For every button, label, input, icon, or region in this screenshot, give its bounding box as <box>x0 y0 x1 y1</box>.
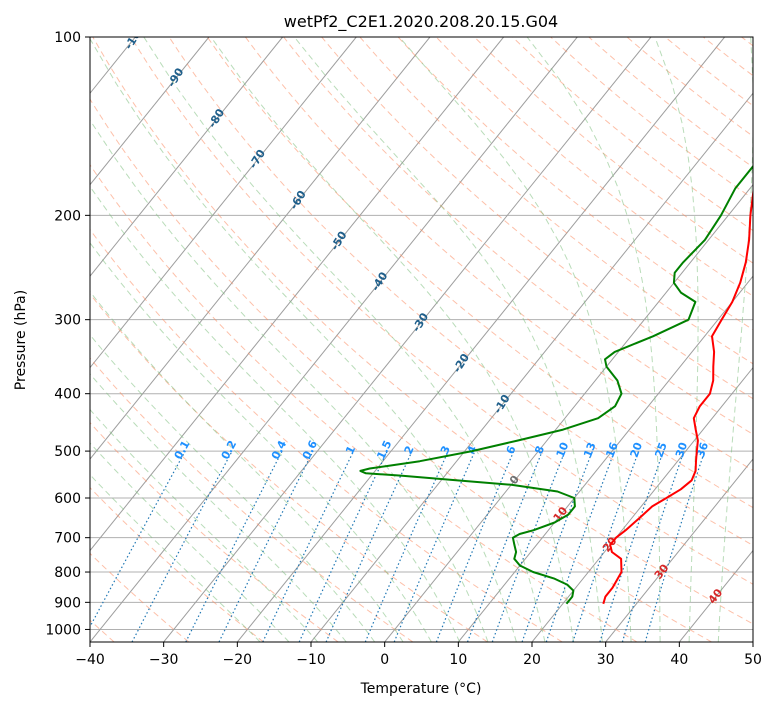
isotherm-line <box>90 37 284 277</box>
moist-adiabat-line <box>90 118 489 642</box>
dry-adiabat-line <box>244 37 753 472</box>
y-tick-label: 600 <box>54 491 81 507</box>
x-tick-label: −10 <box>296 652 326 668</box>
x-tick-label: 20 <box>523 652 541 668</box>
x-tick-label: −40 <box>75 652 105 668</box>
isotherm-line <box>457 275 753 642</box>
dry-adiabat-line <box>168 37 753 547</box>
x-tick-label: −20 <box>223 652 253 668</box>
isotherm-line <box>90 37 357 369</box>
y-tick-label: 500 <box>54 444 81 460</box>
dry-adiabat-line <box>588 37 753 168</box>
x-tick-label: 30 <box>597 652 615 668</box>
dry-adiabat-line <box>283 37 753 435</box>
axes: −40 −30 −20 −10 0 10 20 30 40 50 100 200 300 400 500 60… <box>45 30 762 668</box>
isotherm-line <box>605 458 753 642</box>
mixing-ratio-line <box>364 450 449 642</box>
moist-adiabat-line <box>90 242 432 642</box>
chart-title: wetPf2_C2E1.2020.208.20.15.G04 <box>284 12 558 32</box>
moist-adiabat-line <box>293 37 603 642</box>
x-tick-label: 10 <box>449 652 467 668</box>
x-axis-title: Temperature (°C) <box>360 681 482 697</box>
mixing-ratio-label: 10 <box>554 440 572 459</box>
dry-adiabat-line <box>90 293 488 642</box>
moist-adiabat-line <box>90 442 290 642</box>
mixing-ratio-line <box>572 450 640 642</box>
plot-frame <box>89 36 754 643</box>
mixing-ratio-label: 16 <box>603 440 621 459</box>
dry-adiabat-line <box>435 37 753 297</box>
isotherm-line <box>163 37 652 642</box>
mixing-ratio-label: 20 <box>628 440 646 459</box>
moist-adiabat-line <box>90 290 404 642</box>
x-tick-label: −30 <box>149 652 179 668</box>
dewpoint-profile <box>359 164 753 605</box>
dry-adiabat-line <box>90 421 339 642</box>
moist-adiabat-line <box>398 37 632 642</box>
y-tick-label: 700 <box>54 531 81 547</box>
isotherm-line <box>90 37 431 460</box>
y-tick-label: 1000 <box>45 622 81 638</box>
moist-adiabat-line <box>143 37 546 642</box>
isotherm-line <box>90 37 210 186</box>
y-tick-label: 300 <box>54 313 81 329</box>
dry-adiabat-line <box>206 37 753 509</box>
mixing-ratio-line <box>90 450 186 628</box>
dry-adiabat-line <box>90 98 712 642</box>
mixing-ratio-line <box>521 450 593 642</box>
mixing-ratio-line <box>621 450 685 642</box>
mixing-ratio-label: 8 <box>532 444 547 456</box>
moist-adiabat-line <box>90 334 376 642</box>
mixing-ratio-line <box>599 450 664 642</box>
mixing-ratio-label: 30 <box>673 440 690 459</box>
y-axis-title: Pressure (hPa) <box>13 290 29 390</box>
mixing-ratio-line <box>262 450 355 642</box>
y-tick-label: 800 <box>54 565 81 581</box>
moist-adiabat-line <box>717 37 753 642</box>
moist-adiabat-line <box>90 37 517 642</box>
x-tick-label: 0 <box>380 652 389 668</box>
dry-adiabat-line <box>397 37 753 331</box>
mixing-ratio-label: 25 <box>652 441 669 460</box>
moist-adiabat-line <box>90 185 461 642</box>
isotherm-line <box>236 37 726 642</box>
y-tick-label: 900 <box>54 595 81 611</box>
isotherm-line <box>90 37 578 642</box>
y-tick-label: 400 <box>54 387 81 403</box>
mixing-ratio-label: 13 <box>581 441 599 460</box>
mixing-ratio-line <box>218 450 314 642</box>
y-tick-label: 200 <box>54 208 81 224</box>
moist-adiabat-line <box>526 37 661 642</box>
moist-adiabat-line <box>654 37 699 642</box>
dry-adiabat-line <box>90 228 563 642</box>
x-tick-label: 50 <box>744 652 762 668</box>
isotherm-line <box>384 183 753 642</box>
x-tick-label: 40 <box>670 652 688 668</box>
temperature-profile <box>602 187 753 605</box>
mixing-ratio-line <box>298 450 388 642</box>
isotherm-line <box>90 37 505 552</box>
dry-adiabat-line <box>90 163 638 642</box>
mixing-ratio-line <box>644 450 706 642</box>
mixing-ratio-line <box>393 450 476 642</box>
profile-series <box>359 164 753 605</box>
y-tick-label: 100 <box>54 30 81 46</box>
moist-adiabat-line <box>90 408 319 642</box>
mixing-ratio-line <box>545 450 616 642</box>
moist-adiabat-line <box>90 373 347 642</box>
mixing-ratio-line <box>325 450 413 642</box>
